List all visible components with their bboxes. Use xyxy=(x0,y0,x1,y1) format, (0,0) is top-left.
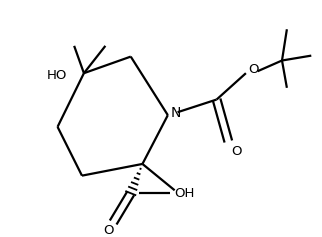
Text: HO: HO xyxy=(46,69,67,82)
Text: N: N xyxy=(170,106,181,120)
Text: OH: OH xyxy=(175,187,195,200)
Text: O: O xyxy=(249,63,259,76)
Text: O: O xyxy=(231,145,242,158)
Text: O: O xyxy=(103,224,114,237)
